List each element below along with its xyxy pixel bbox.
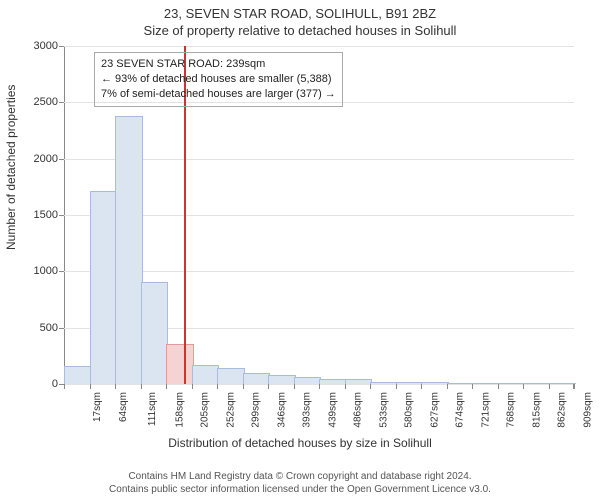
bar [268, 375, 296, 384]
bar [141, 282, 169, 384]
x-tick [573, 384, 574, 389]
x-tick [498, 384, 499, 389]
x-tick [268, 384, 269, 389]
y-tick-label: 3000 [34, 40, 64, 52]
x-tick-label: 299sqm [251, 392, 262, 428]
x-tick [166, 384, 167, 389]
annotation-line-2: ← 93% of detached houses are smaller (5,… [101, 72, 336, 87]
x-tick-label: 533sqm [378, 392, 389, 428]
bar [549, 383, 577, 384]
footer-line-1: Contains HM Land Registry data © Crown c… [0, 470, 600, 483]
bar [294, 377, 322, 384]
x-tick-label: 346sqm [276, 392, 287, 428]
x-tick-label: 17sqm [92, 392, 103, 422]
annotation-box: 23 SEVEN STAR ROAD: 239sqm ← 93% of deta… [94, 52, 343, 107]
annotation-line-1: 23 SEVEN STAR ROAD: 239sqm [101, 57, 336, 72]
y-tick-label: 500 [40, 322, 64, 334]
bar [523, 383, 551, 384]
bar [370, 382, 398, 384]
x-tick [243, 384, 244, 389]
y-tick-label: 2500 [34, 96, 64, 108]
grid-line [64, 46, 574, 47]
x-tick-label: 909sqm [582, 392, 593, 428]
bar [115, 116, 143, 384]
x-tick [370, 384, 371, 389]
x-tick [472, 384, 473, 389]
bar [421, 382, 449, 384]
y-tick-label: 1000 [34, 265, 64, 277]
y-tick-label: 0 [52, 378, 64, 390]
x-tick [64, 384, 65, 389]
x-tick-label: 64sqm [118, 392, 129, 422]
bar [192, 365, 220, 384]
x-tick [396, 384, 397, 389]
bar [498, 383, 526, 384]
x-tick [549, 384, 550, 389]
x-tick-label: 580sqm [404, 392, 415, 428]
x-tick-label: 815sqm [531, 392, 542, 428]
bar [64, 366, 92, 384]
x-tick [574, 384, 575, 389]
x-tick-label: 205sqm [200, 392, 211, 428]
chart-container: 23, SEVEN STAR ROAD, SOLIHULL, B91 2BZ S… [0, 0, 600, 500]
x-tick-label: 252sqm [225, 392, 236, 428]
y-tick-label: 2000 [34, 153, 64, 165]
annotation-line-3: 7% of semi-detached houses are larger (3… [101, 87, 336, 102]
bar [319, 379, 347, 385]
bar [345, 379, 373, 384]
x-tick-label: 674sqm [455, 392, 466, 428]
x-tick-label: 721sqm [480, 392, 491, 428]
x-tick-label: 486sqm [353, 392, 364, 428]
bar-highlight [166, 344, 194, 384]
x-tick [141, 384, 142, 389]
bar [396, 382, 424, 384]
bar [217, 368, 245, 384]
x-tick [319, 384, 320, 389]
page-title-1: 23, SEVEN STAR ROAD, SOLIHULL, B91 2BZ [0, 0, 600, 21]
bar [243, 373, 271, 384]
x-tick [192, 384, 193, 389]
y-tick-label: 1500 [34, 209, 64, 221]
x-tick [90, 384, 91, 389]
page-title-2: Size of property relative to detached ho… [0, 21, 600, 38]
y-axis-label: Number of detached properties [4, 85, 18, 250]
x-tick [217, 384, 218, 389]
bar [90, 191, 118, 384]
x-tick [294, 384, 295, 389]
x-tick-label: 111sqm [147, 392, 158, 426]
x-tick [421, 384, 422, 389]
x-tick [345, 384, 346, 389]
bar [472, 383, 500, 384]
x-tick-label: 158sqm [174, 392, 185, 428]
x-tick-label: 768sqm [506, 392, 517, 428]
x-tick [447, 384, 448, 389]
x-tick [523, 384, 524, 389]
footer-line-2: Contains public sector information licen… [0, 483, 600, 496]
x-tick-label: 627sqm [429, 392, 440, 428]
footer: Contains HM Land Registry data © Crown c… [0, 470, 600, 496]
x-tick-label: 862sqm [557, 392, 568, 428]
x-axis-label: Distribution of detached houses by size … [0, 436, 600, 450]
x-tick [115, 384, 116, 389]
bar [447, 383, 475, 384]
x-tick-label: 393sqm [302, 392, 313, 428]
x-tick-label: 439sqm [327, 392, 338, 428]
